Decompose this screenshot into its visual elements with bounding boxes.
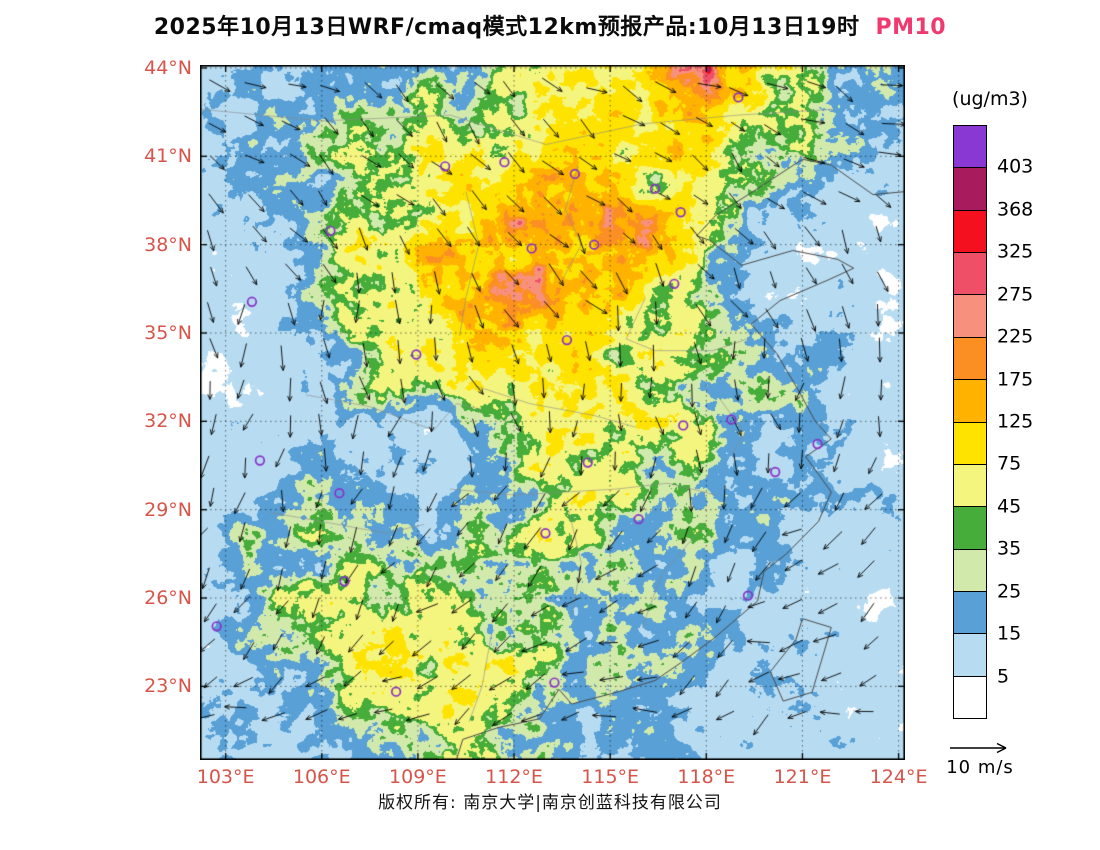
map-plot-area [200, 65, 905, 760]
colorbar-cell [954, 549, 986, 592]
colorbar-cell [954, 634, 986, 677]
colorbar-tick-label: 175 [997, 368, 1034, 391]
title-pollutant: PM10 [875, 15, 947, 40]
copyright-footer: 版权所有: 南京大学|南京创蓝科技有限公司 [378, 793, 722, 813]
colorbar-tick-label: 25 [997, 580, 1022, 603]
lon-tick-label: 115°E [581, 766, 640, 788]
colorbar-tick-label: 368 [997, 198, 1034, 221]
lat-tick-label: 35°N [144, 321, 192, 344]
colorbar-cell [954, 126, 986, 169]
colorbar-cell [954, 210, 986, 254]
colorbar-cell [954, 422, 986, 465]
lat-tick-label: 26°N [144, 587, 192, 610]
lat-tick-label: 29°N [144, 498, 192, 521]
title-text: 2025年10月13日WRF/cmaq模式12km预报产品:10月13日19时 [153, 15, 860, 40]
lon-tick-label: 103°E [196, 766, 255, 788]
colorbar-cell [954, 507, 986, 550]
wind-reference-label: 10 m/s [946, 757, 1014, 778]
lon-tick-label: 118°E [677, 766, 736, 788]
lon-tick-label: 106°E [292, 766, 351, 788]
page-title: 2025年10月13日WRF/cmaq模式12km预报产品:10月13日19时 P… [0, 9, 1100, 41]
pm10-field-canvas [200, 65, 905, 760]
colorbar-tick-label: 125 [997, 410, 1034, 433]
lat-tick-label: 38°N [144, 233, 192, 256]
colorbar-cell [954, 676, 986, 719]
colorbar-tick-label: 75 [997, 452, 1022, 475]
wind-reference-arrow-icon [950, 742, 1007, 754]
colorbar-tick-label: 225 [997, 325, 1034, 348]
lat-tick-label: 23°N [144, 675, 192, 698]
colorbar-cell [954, 591, 986, 635]
lat-tick-label: 41°N [144, 145, 192, 168]
colorbar-scale [953, 125, 987, 719]
lon-tick-label: 121°E [773, 766, 832, 788]
lat-tick-label: 44°N [144, 56, 192, 79]
colorbar-cell [954, 253, 986, 296]
lon-tick-label: 124°E [869, 766, 928, 788]
colorbar-tick-label: 45 [997, 495, 1022, 518]
lon-tick-label: 109°E [389, 766, 447, 788]
colorbar-cell [954, 168, 986, 211]
colorbar-cell [954, 337, 986, 381]
colorbar-tick-label: 35 [997, 537, 1022, 560]
colorbar-tick-label: 15 [997, 622, 1022, 645]
colorbar-tick-label: 325 [997, 240, 1034, 263]
colorbar-cell [954, 464, 986, 508]
colorbar-tick-label: 5 [997, 665, 1010, 688]
colorbar-cell [954, 295, 986, 338]
colorbar-tick-label: 275 [997, 283, 1034, 306]
colorbar-cell [954, 380, 986, 423]
colorbar-unit-label: (ug/m3) [952, 88, 1028, 110]
lat-tick-label: 32°N [144, 410, 192, 433]
colorbar-tick-label: 403 [997, 155, 1034, 178]
lon-tick-label: 112°E [485, 766, 543, 788]
